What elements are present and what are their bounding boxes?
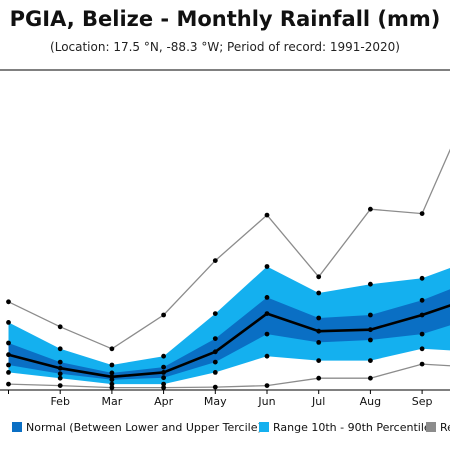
record-high-point [419,211,425,217]
p90-point [109,362,115,368]
legend-percentile: Range 10th - 90th Percentile [259,421,431,434]
upper-tercile-point [109,370,115,376]
p10-point [316,358,322,363]
plot-frame [0,69,450,391]
legend-tercile-label: Normal (Between Lower and Upper Tercile) [26,421,262,434]
p10-point [161,381,167,387]
record-low-point [368,375,373,381]
record-high-point [212,258,218,263]
legend-percentile-label: Range 10th - 90th Percentile [273,421,431,434]
lower-tercile-point [57,371,63,377]
lower-tercile-point [419,331,425,337]
p10-point [264,353,270,359]
legend-record: Re [426,421,450,434]
upper-tercile-point [316,315,322,321]
lower-tercile-point [316,340,322,345]
lower-tercile-point [109,377,115,383]
lower-tercile-point [6,362,11,368]
tercile-band [8,289,450,380]
median-point [264,311,270,316]
lower-tercile-point [264,331,270,337]
p90-point [264,264,270,269]
upper-tercile-point [264,295,270,300]
median-point [368,327,373,333]
legend: nNormal (Between Lower and Upper Tercile… [12,421,450,434]
p90-point [161,353,167,359]
legend-percentile-swatch [259,422,269,432]
record-high-point [161,312,167,318]
median-point [316,328,322,334]
p90-point [419,275,425,281]
p90-point [368,281,373,287]
upper-tercile-point [57,359,63,365]
p10-point [57,375,63,381]
record-high-point [109,346,115,352]
median-point [57,365,63,371]
x-axis-ticks: Feb Mar Apr May Jun Jul Aug Sep [8,390,433,408]
x-tick-label: Jul [311,395,325,408]
p10-point [212,370,218,375]
upper-tercile-point [6,340,11,346]
p10-point [419,346,425,352]
chart-subtitle: (Location: 17.5 °N, -88.3 °W; Period of … [50,40,400,54]
record-high-point [368,206,373,212]
x-tick-label: May [204,395,227,408]
upper-tercile-point [419,297,425,303]
record-low-point [161,385,167,390]
x-tick-label: Apr [154,395,174,408]
legend-tercile: Normal (Between Lower and Upper Tercile) [12,421,262,434]
record-low-point [264,383,270,388]
p10-point [6,370,11,375]
p90-point [212,311,218,316]
record-low-point [6,381,11,387]
legend-record-swatch [426,422,436,432]
lower-tercile-point [368,337,373,343]
lower-tercile-point [212,359,218,365]
percentile-band [8,266,450,385]
p10-point [368,358,373,363]
record-high-point [6,299,11,305]
legend-tercile-swatch [12,422,22,432]
x-tick-label: Aug [360,395,381,408]
median-point [6,352,11,358]
record-low-point [316,375,322,381]
upper-tercile-point [368,312,373,318]
x-tick-label: Mar [102,395,123,408]
x-tick-label: Sep [412,395,433,408]
median-line [8,304,450,379]
lower-tercile-point [161,375,167,381]
record-high-point [264,212,270,218]
record-high-point [316,274,322,280]
record-high-point [57,324,63,330]
x-tick-label: Feb [50,395,69,408]
p10-point [109,381,115,387]
p90-point [57,346,63,352]
x-tick-label: Jun [257,395,275,408]
upper-tercile-point [212,336,218,341]
record-low-point [212,384,218,390]
record-low-point [109,385,115,390]
record-high-line [8,148,450,350]
p90-point [6,320,11,325]
chart-title: PGIA, Belize - Monthly Rainfall (mm) [9,7,441,31]
median-point [212,349,218,355]
legend-record-label: Re [440,421,450,434]
record-low-point [57,383,63,388]
record-low-point [419,361,425,367]
upper-tercile-point [161,364,167,370]
plot-area [6,148,450,390]
p90-point [316,290,322,296]
median-point [161,370,167,375]
median-point [419,312,425,318]
record-low-line [8,363,450,389]
